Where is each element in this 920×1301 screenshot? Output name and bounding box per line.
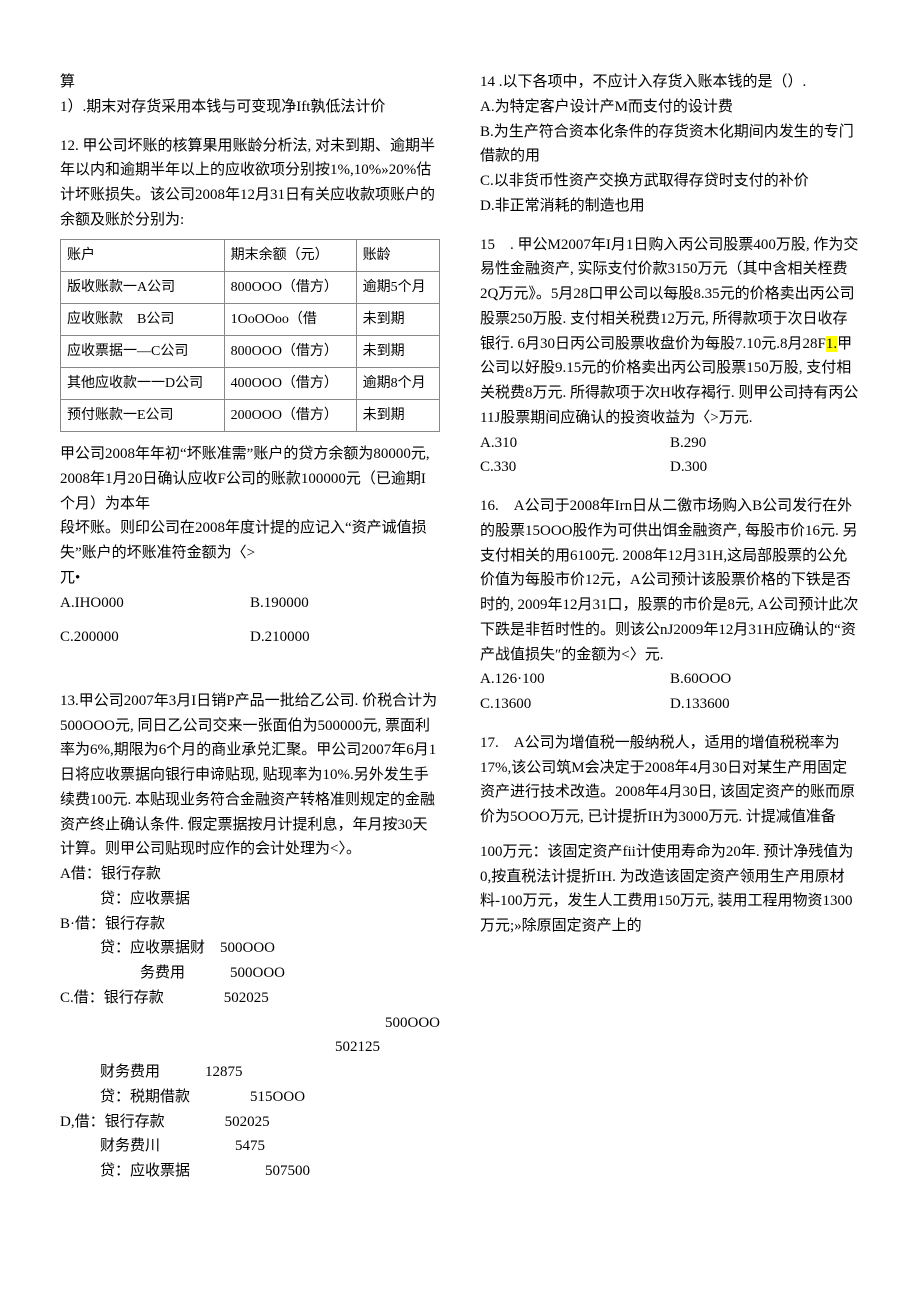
opt-c: C.200000 [60, 625, 250, 650]
q16-stem: 16. A公司于2008年Irn日从二徼市场购入B公司发行在外的股票15OOO股… [480, 494, 860, 667]
td: 未到期 [356, 303, 439, 335]
td: 其他应收款一一D公司 [61, 367, 225, 399]
td: 未到期 [356, 399, 439, 431]
text: 贷：应收票据 [60, 887, 440, 912]
td: 逾期8个月 [356, 367, 439, 399]
q17-p1: 17. A公司为增值税一般纳税人，适用的增值税税率为17%,该公司筑M会决定于2… [480, 731, 860, 830]
text: C.借：银行存款 502025 [60, 986, 440, 1011]
text: 502125 [60, 1035, 440, 1060]
opt-c: C.330 [480, 455, 670, 480]
text: 算 [60, 70, 440, 95]
opt-a: A.126·100 [480, 667, 670, 692]
text: 兀• [60, 566, 440, 591]
text: 1）.期末对存货采用本钱与可变现净Ift孰低法计价 [60, 95, 440, 120]
opt-d: D.133600 [670, 692, 860, 717]
opt-b: B.60OOO [670, 667, 860, 692]
text: 财务费用 12875 [60, 1060, 440, 1085]
opt-c: C.以非货币性资产交换方武取得存贷时支付的补价 [480, 169, 860, 194]
td: 800OOO（借方） [224, 335, 356, 367]
td: 版收账款一A公司 [61, 271, 225, 303]
th: 账户 [61, 239, 225, 271]
text: 贷：应收票据 507500 [60, 1159, 440, 1184]
opt-d: D.非正常消耗的制造也用 [480, 194, 860, 219]
td: 应收账款 B公司 [61, 303, 225, 335]
opt-c: C.13600 [480, 692, 670, 717]
opt-b: B.290 [670, 431, 860, 456]
td: 预付账款一E公司 [61, 399, 225, 431]
opt-a: A.IHO000 [60, 591, 250, 616]
text: A借：银行存款 [60, 862, 440, 887]
opt-b: B.190000 [250, 591, 440, 616]
td: 逾期5个月 [356, 271, 439, 303]
q17-p2: 100万元：该固定资产fii计使用寿命为20年. 预计净残值为0,按直税法计提折… [480, 840, 860, 939]
text: D,借：银行存款 502025 [60, 1110, 440, 1135]
text: 务费用 500OOO [60, 961, 440, 986]
td: 400OOO（借方） [224, 367, 356, 399]
td: 应收票据一—C公司 [61, 335, 225, 367]
q12-stem: 12. 甲公司坏账的核算果用账龄分析法, 对未到期、逾期半年以内和逾期半年以上的… [60, 134, 440, 233]
text: 500OOO [60, 1011, 440, 1036]
td: 未到期 [356, 335, 439, 367]
text: 甲公司2008年年初“坏账准需”账户的贷方余额为80000元, 2008年1月2… [60, 442, 440, 516]
opt-d: D.210000 [250, 625, 440, 650]
q13-stem: 13.甲公司2007年3月I日销P产品一批给乙公司. 价税合计为500OOO元,… [60, 689, 440, 862]
opt-b: B.为生产符合资本化条件的存货资木化期间内发生的专门借款的用 [480, 120, 860, 170]
th: 期末余额（元） [224, 239, 356, 271]
q14-stem: 14 .以下各项中，不应计入存货入账本钱的是（）. [480, 70, 860, 95]
opt-d: D.300 [670, 455, 860, 480]
text: B·借：银行存款 [60, 912, 440, 937]
highlight: 1. [826, 336, 837, 352]
text: 财务费川 5475 [60, 1134, 440, 1159]
th: 账龄 [356, 239, 439, 271]
td: 200OOO（借方） [224, 399, 356, 431]
opt-a: A.为特定客户设计产M而支付的设计费 [480, 95, 860, 120]
opt-a: A.310 [480, 431, 670, 456]
text: 段坏账。则印公司在2008年度计提的应记入“资产诚值损失”账户的坏账准符金额为〈… [60, 516, 440, 566]
text: 贷：应收票据财 500OOO [60, 936, 440, 961]
td: 1OoOOoo（借 [224, 303, 356, 335]
text: 贷：税期借款 515OOO [60, 1085, 440, 1110]
td: 800OOO（借方） [224, 271, 356, 303]
q15-stem: 15 . 甲公M2007年I月1日购入丙公司股票400万股, 作为交易性金融资产… [480, 233, 860, 431]
q12-table: 账户 期末余额（元） 账龄 版收账款一A公司800OOO（借方）逾期5个月 应收… [60, 239, 440, 433]
